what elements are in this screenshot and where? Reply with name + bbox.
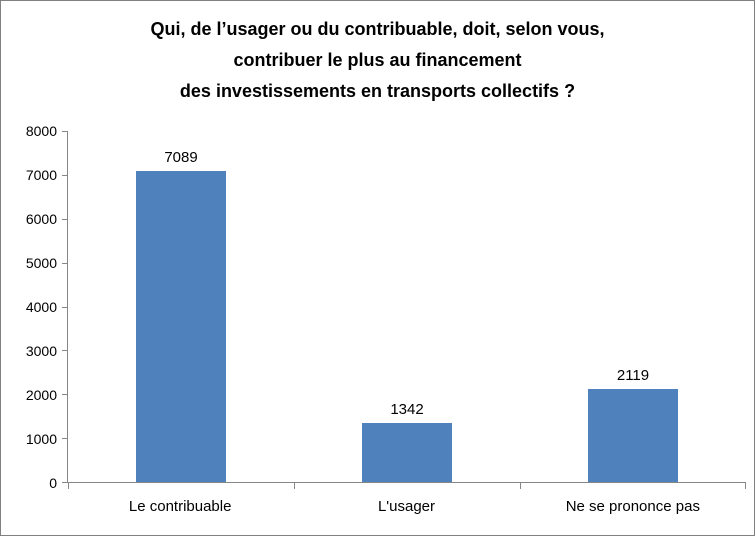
y-axis-tick: [62, 306, 67, 308]
x-axis-labels: Le contribuable L'usager Ne se prononce …: [67, 491, 746, 515]
y-axis-tick: [62, 438, 67, 440]
x-axis-category-label: Le contribuable: [128, 498, 232, 515]
y-axis-tick: [62, 262, 67, 264]
y-axis-tick-label: 3000: [25, 343, 57, 359]
bar-value-label: 7089: [164, 148, 198, 166]
y-axis-tick-label: 8000: [25, 123, 57, 139]
bar-slot-usager: 1342: [294, 131, 520, 482]
plot-area: 7089 1342 2119: [62, 131, 746, 489]
y-axis-tick-label: 1000: [25, 431, 57, 447]
x-axis-tick: [520, 483, 521, 489]
chart-title-line-2: contribuer le plus au financement: [233, 50, 522, 70]
bar-slot-ne-se-prononce-pas: 2119: [520, 131, 746, 482]
bar-slot-contribuable: 7089: [68, 131, 294, 482]
bar-value-label: 1342: [390, 401, 424, 419]
bar: [136, 170, 226, 482]
chart-title-line-1: Qui, de l’usager ou du contribuable, doi…: [150, 19, 605, 39]
x-axis-category-label: Ne se prononce pas: [565, 498, 700, 515]
y-axis-tick: [62, 174, 67, 176]
y-axis-tick-label: 7000: [25, 167, 57, 183]
bar-value-label: 2119: [616, 367, 650, 385]
y-axis-tick: [62, 218, 67, 220]
bars: 7089 1342 2119: [68, 131, 746, 482]
bar: [362, 423, 452, 482]
bar: [588, 389, 678, 482]
y-axis-tick-label: 5000: [25, 255, 57, 271]
chart-title: Qui, de l’usager ou du contribuable, doi…: [1, 14, 754, 107]
y-axis-tick: [62, 350, 67, 352]
chart-title-line-3: des investissements en transports collec…: [179, 81, 576, 101]
y-axis-tick-label: 4000: [25, 299, 57, 315]
y-axis-tick-label: 2000: [25, 387, 57, 403]
x-axis-tick: [68, 483, 69, 489]
y-axis-tick: [62, 394, 67, 396]
y-axis-labels: 8000 7000 6000 5000 4000 3000 2000 1000 …: [1, 123, 57, 491]
x-axis-tick: [745, 483, 746, 489]
y-axis-tick-label: 0: [49, 475, 57, 491]
y-axis-tick: [62, 482, 67, 483]
y-axis-tick: [62, 131, 67, 132]
y-axis-tick-label: 6000: [25, 211, 57, 227]
x-axis-tick: [293, 483, 295, 489]
x-axis-category-label: L'usager: [377, 498, 436, 515]
